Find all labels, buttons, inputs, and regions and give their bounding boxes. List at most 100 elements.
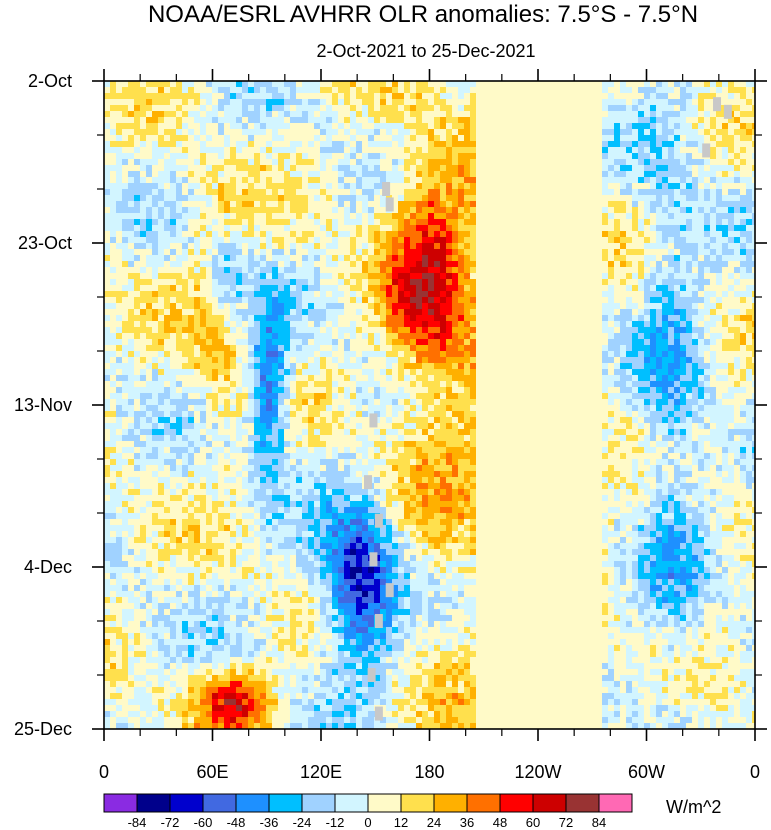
field-cell xyxy=(158,171,165,178)
field-cell xyxy=(626,309,633,316)
field-cell xyxy=(308,111,315,118)
field-cell xyxy=(530,303,537,310)
field-cell xyxy=(302,105,309,112)
field-cell xyxy=(524,261,531,268)
field-cell xyxy=(272,315,279,322)
field-cell xyxy=(470,171,477,178)
field-cell xyxy=(644,315,651,322)
field-cell xyxy=(596,351,603,358)
field-cell xyxy=(512,81,519,88)
field-cell xyxy=(350,177,357,184)
field-cell xyxy=(584,291,591,298)
field-cell xyxy=(320,267,327,274)
field-cell xyxy=(554,141,561,148)
field-cell xyxy=(470,303,477,310)
field-cell xyxy=(506,351,513,358)
field-cell xyxy=(554,345,561,352)
field-cell xyxy=(182,99,189,106)
field-cell xyxy=(746,207,753,214)
field-cell xyxy=(488,123,495,130)
field-cell xyxy=(374,213,381,220)
field-cell xyxy=(740,81,747,88)
field-cell xyxy=(392,327,399,334)
field-cell xyxy=(164,183,171,190)
field-cell xyxy=(458,177,465,184)
field-cell xyxy=(704,135,711,142)
field-cell xyxy=(116,237,123,244)
field-cell xyxy=(698,135,705,142)
field-cell xyxy=(242,321,249,328)
field-cell xyxy=(284,123,291,130)
field-cell xyxy=(704,81,711,88)
field-cell xyxy=(440,225,447,232)
field-cell xyxy=(440,285,447,292)
field-cell xyxy=(356,87,363,94)
field-cell xyxy=(686,303,693,310)
field-cell xyxy=(194,321,201,328)
field-cell xyxy=(206,147,213,154)
field-cell xyxy=(752,129,755,136)
field-cell xyxy=(620,327,627,334)
field-cell xyxy=(176,183,183,190)
field-cell xyxy=(464,261,471,268)
field-cell xyxy=(668,315,675,322)
field-cell xyxy=(254,327,261,334)
field-cell xyxy=(440,315,447,322)
field-cell xyxy=(626,339,633,346)
field-cell xyxy=(716,123,723,130)
field-cell xyxy=(524,207,531,214)
field-cell xyxy=(422,171,429,178)
field-cell xyxy=(566,351,573,358)
field-cell xyxy=(572,183,579,190)
field-cell xyxy=(140,171,147,178)
field-cell xyxy=(440,177,447,184)
field-cell xyxy=(290,111,297,118)
field-cell xyxy=(344,351,351,358)
field-cell xyxy=(488,201,495,208)
field-cell xyxy=(404,93,411,100)
field-cell xyxy=(332,333,339,340)
field-cell xyxy=(638,207,645,214)
field-cell xyxy=(374,93,381,100)
field-cell xyxy=(314,105,321,112)
field-cell xyxy=(140,345,147,352)
field-cell xyxy=(158,159,165,166)
field-cell xyxy=(416,153,423,160)
field-cell xyxy=(752,303,755,310)
field-cell xyxy=(524,195,531,202)
field-cell xyxy=(404,261,411,268)
field-cell xyxy=(692,267,699,274)
field-cell xyxy=(590,231,597,238)
field-cell xyxy=(446,225,453,232)
field-cell xyxy=(488,135,495,142)
field-cell xyxy=(428,279,435,286)
field-cell xyxy=(710,225,717,232)
field-cell xyxy=(278,81,285,88)
field-cell xyxy=(680,315,687,322)
field-cell xyxy=(338,303,345,310)
field-cell xyxy=(722,243,729,250)
field-cell xyxy=(416,231,423,238)
field-cell xyxy=(590,99,597,106)
field-cell xyxy=(212,225,219,232)
field-cell xyxy=(116,213,123,220)
field-cell xyxy=(620,255,627,262)
field-cell xyxy=(332,207,339,214)
field-cell xyxy=(494,207,501,214)
field-cell xyxy=(560,117,567,124)
field-cell xyxy=(140,333,147,340)
field-cell xyxy=(326,243,333,250)
field-cell xyxy=(734,93,741,100)
field-cell xyxy=(542,219,549,226)
field-cell xyxy=(506,261,513,268)
field-cell xyxy=(200,297,207,304)
field-cell xyxy=(230,351,237,358)
field-cell xyxy=(554,135,561,142)
field-cell xyxy=(374,237,381,244)
field-cell xyxy=(536,105,543,112)
field-cell xyxy=(728,165,735,172)
field-cell xyxy=(386,87,393,94)
field-cell xyxy=(176,339,183,346)
field-cell xyxy=(266,201,273,208)
field-cell xyxy=(608,111,615,118)
